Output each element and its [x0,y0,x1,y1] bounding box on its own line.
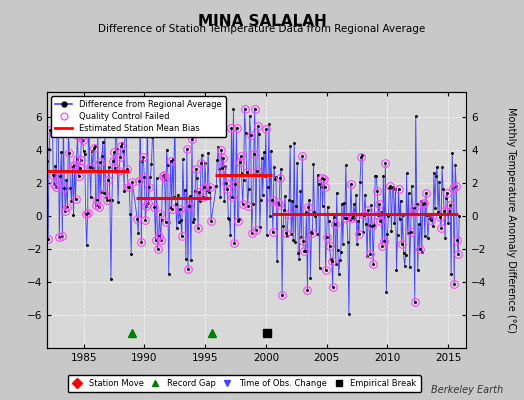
Text: Difference of Station Temperature Data from Regional Average: Difference of Station Temperature Data f… [99,24,425,34]
Legend: Station Move, Record Gap, Time of Obs. Change, Empirical Break: Station Move, Record Gap, Time of Obs. C… [68,375,421,392]
Y-axis label: Monthly Temperature Anomaly Difference (°C): Monthly Temperature Anomaly Difference (… [506,107,516,333]
Text: MINA SALALAH: MINA SALALAH [198,14,326,29]
Text: Berkeley Earth: Berkeley Earth [431,385,503,395]
